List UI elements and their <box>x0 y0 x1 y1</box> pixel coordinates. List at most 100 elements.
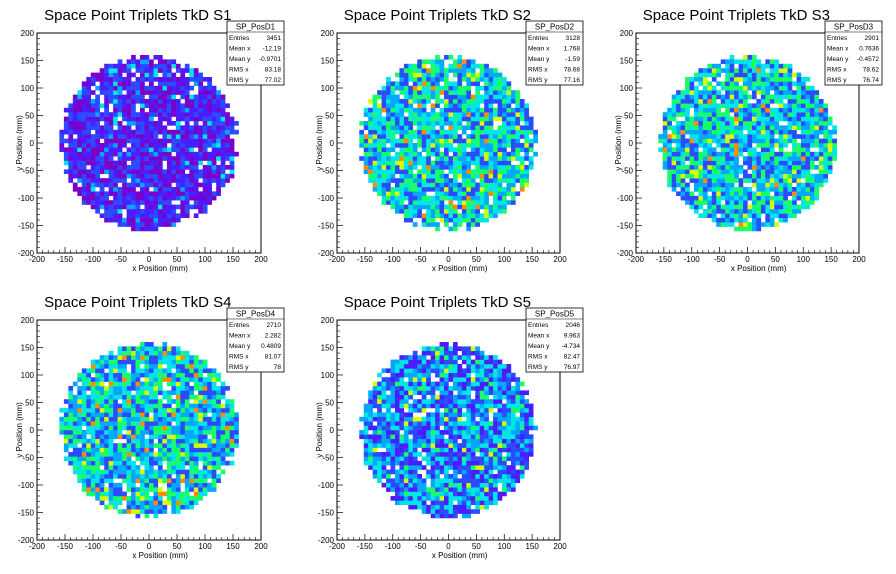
heatmap-cell <box>497 103 503 109</box>
heatmap-cell <box>180 399 186 404</box>
heatmap-cell <box>439 200 445 205</box>
heatmap-cell <box>769 121 775 126</box>
heatmap-cell <box>702 121 708 126</box>
heatmap-cell <box>193 125 199 131</box>
heatmap-cell <box>229 438 235 444</box>
heatmap-cell <box>175 121 181 126</box>
heatmap-cell <box>126 500 132 506</box>
heatmap-cell <box>769 143 775 148</box>
heatmap-cell <box>747 138 753 144</box>
heatmap-cell <box>166 377 172 382</box>
heatmap-cell <box>408 94 414 100</box>
heatmap-cell <box>787 134 793 139</box>
heatmap-cell <box>81 112 87 117</box>
histogram-panel-4: -200 -150 -100 -50 0 50 100 150 200-200-150-100-… <box>15 294 285 560</box>
heatmap-cell <box>104 438 109 444</box>
heatmap-cell <box>497 178 503 183</box>
heatmap-cell <box>484 116 489 122</box>
heatmap-cell <box>372 147 378 153</box>
heatmap-cell <box>81 394 87 400</box>
heatmap-cell <box>457 99 463 104</box>
heatmap-cell <box>412 63 418 69</box>
heatmap-cell <box>122 107 127 113</box>
heatmap-cell <box>193 500 199 506</box>
heatmap-cell <box>86 372 92 378</box>
heatmap-cell <box>122 425 127 431</box>
heatmap-cell <box>144 390 150 396</box>
heatmap-cell <box>408 90 414 95</box>
heatmap-cell <box>680 94 686 100</box>
stats-row-value: 2.282 <box>265 332 282 339</box>
heatmap-cell <box>86 469 92 475</box>
heatmap-cell <box>122 195 127 201</box>
heatmap-cell <box>162 355 168 360</box>
heatmap-cell <box>229 138 235 144</box>
heatmap-cell <box>426 129 431 135</box>
heatmap-cell <box>140 452 145 457</box>
heatmap-cell <box>444 143 449 148</box>
heatmap-cell <box>229 169 235 175</box>
heatmap-cell <box>126 94 132 100</box>
heatmap-cell <box>765 134 771 139</box>
heatmap-cell <box>189 173 195 179</box>
heatmap-cell <box>751 204 757 210</box>
heatmap-cell <box>193 77 199 82</box>
heatmap-cell <box>184 99 190 104</box>
heatmap-cell <box>426 222 431 227</box>
heatmap-cell <box>90 125 96 131</box>
stats-row-label: RMS y <box>229 77 249 84</box>
heatmap-cell <box>671 178 677 183</box>
heatmap-cell <box>157 103 163 109</box>
heatmap-cell <box>162 169 168 175</box>
heatmap-cell <box>720 112 726 117</box>
heatmap-cell <box>198 394 204 400</box>
heatmap-cell <box>193 94 199 100</box>
heatmap-cell <box>225 443 230 448</box>
heatmap-cell <box>113 452 118 457</box>
heatmap-cell <box>774 200 779 205</box>
heatmap-cell <box>189 465 195 470</box>
heatmap-cell <box>711 107 717 113</box>
heatmap-cell <box>457 138 463 144</box>
heatmap-cell <box>162 90 168 95</box>
heatmap-cell <box>220 112 226 117</box>
heatmap-cell <box>207 169 212 175</box>
heatmap-cell <box>90 364 96 369</box>
heatmap-cell <box>403 191 409 197</box>
heatmap-cell <box>680 138 686 144</box>
heatmap-cell <box>412 222 418 227</box>
heatmap-cell <box>157 364 163 369</box>
heatmap-cell <box>216 474 221 479</box>
heatmap-cell <box>68 178 74 183</box>
heatmap-cell <box>363 156 369 161</box>
heatmap-cell <box>680 143 686 148</box>
heatmap-cell <box>99 390 105 396</box>
heatmap-cell <box>122 129 127 135</box>
heatmap-cell <box>220 143 226 148</box>
heatmap-cell <box>394 165 400 170</box>
heatmap-cell <box>377 169 382 175</box>
heatmap-cell <box>444 77 449 82</box>
heatmap-cell <box>166 77 172 82</box>
heatmap-cell <box>149 443 154 448</box>
heatmap-cell <box>760 156 766 161</box>
heatmap-cell <box>693 99 699 104</box>
heatmap-cell <box>725 77 730 82</box>
heatmap-cell <box>193 359 199 365</box>
heatmap-cell <box>207 187 212 192</box>
heatmap-cell <box>131 165 136 170</box>
heatmap-cell <box>435 204 440 210</box>
heatmap-cell <box>207 178 212 183</box>
heatmap-cell <box>421 121 427 126</box>
heatmap-cell <box>149 452 154 457</box>
heatmap-cell <box>211 482 217 488</box>
heatmap-cell <box>707 103 713 109</box>
heatmap-cell <box>113 173 118 179</box>
heatmap-cell <box>144 421 150 426</box>
heatmap-cell <box>140 103 145 109</box>
heatmap-cell <box>466 195 472 201</box>
heatmap-cell <box>144 160 150 166</box>
heatmap-cell <box>720 156 726 161</box>
heatmap-cell <box>198 443 204 448</box>
heatmap-cell <box>153 364 159 369</box>
